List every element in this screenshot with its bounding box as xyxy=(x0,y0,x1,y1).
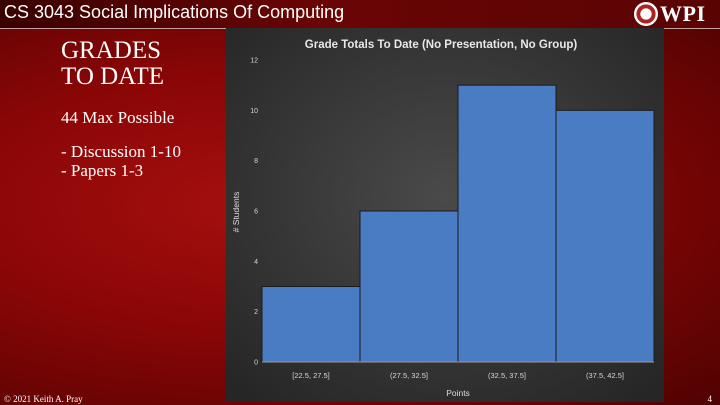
bars xyxy=(261,84,655,363)
list-item: - Papers 1-3 xyxy=(61,161,144,180)
y-tick-label: 10 xyxy=(250,108,258,115)
x-axis-ticks: [22.5, 27.5] (27.5, 32.5] (32.5, 37.5] (37.… xyxy=(292,371,624,380)
x-axis-label: Points xyxy=(446,388,470,398)
bar-4 xyxy=(555,109,655,363)
x-tick-label: (32.5, 37.5] xyxy=(488,371,526,380)
x-tick-label: (27.5, 32.5] xyxy=(390,371,428,380)
y-tick-label: 2 xyxy=(254,309,258,316)
grade-histogram-chart: Grade Totals To Date (No Presentation, N… xyxy=(226,28,664,402)
course-title: CS 3043 Social Implications Of Computing xyxy=(4,2,345,22)
bar-1 xyxy=(261,286,361,363)
wpi-logo-text: WPI xyxy=(660,1,706,26)
max-possible-text: 44 Max Possible xyxy=(61,108,175,127)
y-tick-label: 8 xyxy=(254,158,258,165)
copyright-text: © 2021 Keith A. Pray xyxy=(4,394,83,404)
bar-2 xyxy=(359,210,459,363)
list-item: - Discussion 1-10 xyxy=(61,142,181,161)
y-tick-label: 4 xyxy=(254,259,258,266)
page-number: 4 xyxy=(707,394,713,404)
title-bar: CS 3043 Social Implications Of Computing… xyxy=(0,0,720,29)
y-axis-ticks: 0 2 4 6 8 10 12 xyxy=(250,58,258,367)
heading-line-2: TO DATE xyxy=(61,63,165,90)
y-tick-label: 6 xyxy=(254,209,258,216)
grade-components-list: - Discussion 1-10 - Papers 1-3 xyxy=(61,142,181,180)
x-tick-label: [22.5, 27.5] xyxy=(292,371,330,380)
slide-heading: GRADES TO DATE xyxy=(61,38,164,90)
wpi-seal-icon xyxy=(634,2,658,26)
y-tick-label: 0 xyxy=(254,360,258,367)
x-tick-label: (37.5, 42.5] xyxy=(586,371,624,380)
heading-line-1: GRADES xyxy=(61,37,162,64)
y-axis-label: # Students xyxy=(231,192,241,233)
chart-title: Grade Totals To Date (No Presentation, N… xyxy=(305,39,578,51)
wpi-logo: WPI xyxy=(634,1,714,26)
y-tick-label: 12 xyxy=(250,58,258,65)
bar-3 xyxy=(457,84,557,363)
